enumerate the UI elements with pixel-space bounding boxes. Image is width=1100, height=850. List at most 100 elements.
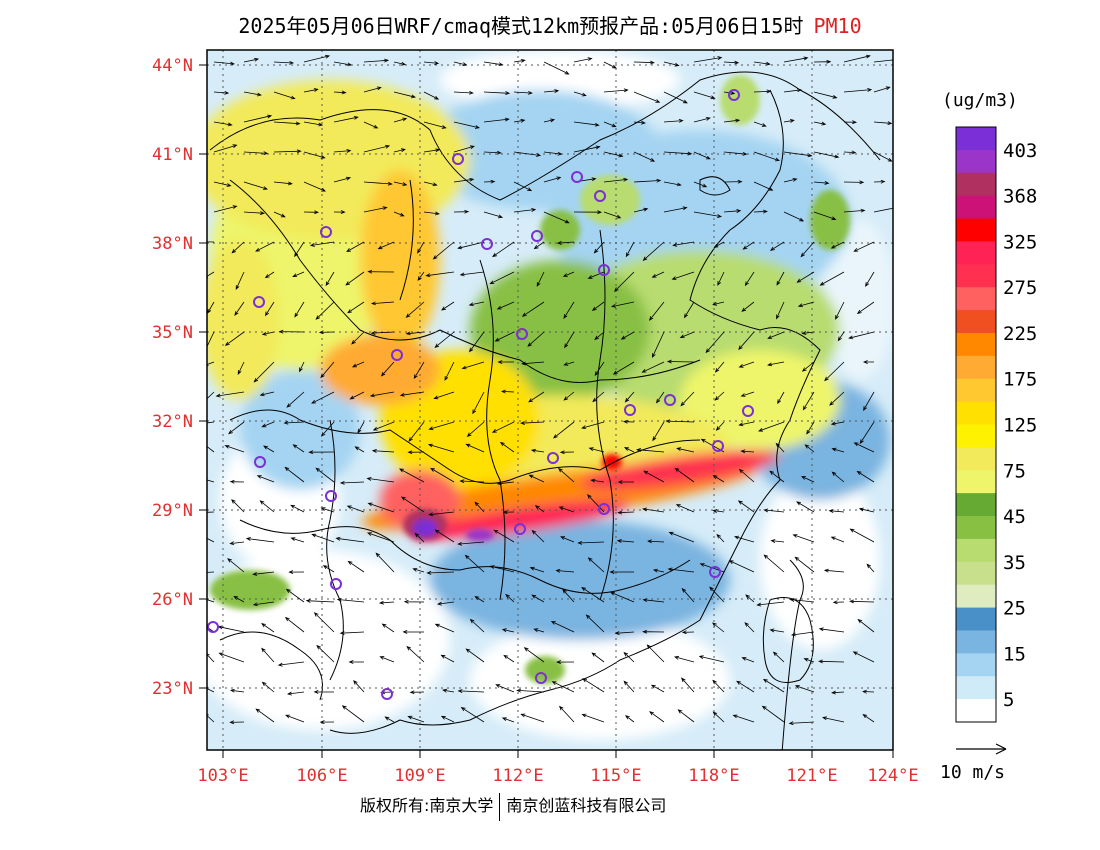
wind-arrow bbox=[594, 361, 605, 377]
wind-arrow bbox=[434, 623, 455, 633]
wind-arrow bbox=[859, 421, 875, 445]
legend-swatch bbox=[956, 355, 996, 380]
wind-arrow bbox=[769, 470, 785, 483]
wind-arrow bbox=[213, 181, 232, 187]
wind-arrow bbox=[469, 331, 485, 353]
wind-arrow bbox=[642, 241, 665, 261]
wind-arrow bbox=[367, 502, 395, 513]
wind-arrow bbox=[806, 421, 815, 435]
legend-swatch bbox=[956, 447, 996, 471]
wind-arrow bbox=[801, 331, 815, 335]
wind-arrow bbox=[363, 144, 391, 153]
wind-arrow bbox=[573, 57, 593, 63]
lat-label: 23°N bbox=[152, 679, 193, 699]
wind-arrow bbox=[824, 361, 845, 382]
wind-arrow bbox=[723, 151, 748, 156]
wind-arrow bbox=[423, 91, 440, 100]
wind-arrow bbox=[693, 181, 708, 188]
wind-arrow bbox=[603, 121, 617, 128]
station-marker bbox=[516, 328, 528, 340]
wind-arrow bbox=[503, 654, 515, 663]
legend-swatch bbox=[956, 561, 996, 586]
wind-arrow bbox=[400, 496, 425, 513]
wind-arrow bbox=[433, 391, 455, 400]
wind-arrow bbox=[783, 119, 795, 123]
wind-arrow bbox=[402, 630, 425, 634]
wind-arrow bbox=[303, 151, 326, 159]
wind-arrow bbox=[614, 271, 635, 292]
wind-arrow bbox=[243, 91, 262, 97]
wind-arrow bbox=[581, 587, 605, 603]
wind-arrow bbox=[273, 60, 295, 65]
wind-arrow bbox=[319, 720, 335, 724]
wind-arrow bbox=[523, 647, 545, 663]
wind-arrow bbox=[753, 61, 771, 66]
wind-arrow bbox=[693, 117, 711, 123]
wind-arrow bbox=[346, 505, 365, 513]
legend-swatch bbox=[956, 264, 996, 288]
wind-arrow bbox=[666, 359, 695, 364]
wind-arrow bbox=[693, 211, 723, 218]
wind-arrow bbox=[349, 391, 365, 400]
wind-arrow bbox=[563, 391, 575, 401]
wind-arrow bbox=[633, 120, 646, 125]
wind-arrow bbox=[372, 421, 395, 431]
wind-arrow bbox=[466, 421, 485, 437]
wind-arrow bbox=[863, 391, 875, 411]
wind-arrow bbox=[712, 301, 725, 306]
wind-arrow bbox=[430, 467, 455, 483]
wind-arrow bbox=[492, 241, 515, 258]
wind-arrow bbox=[873, 179, 886, 184]
wind-arrow bbox=[441, 301, 455, 311]
wind-arrow bbox=[412, 568, 425, 573]
wind-arrow bbox=[213, 144, 238, 153]
wind-arrow bbox=[813, 211, 837, 221]
wind-arrow bbox=[407, 450, 425, 455]
wind-arrow bbox=[465, 648, 485, 663]
wind-arrow bbox=[614, 631, 635, 635]
wind-arrow bbox=[261, 622, 275, 633]
wind-arrow bbox=[794, 556, 815, 573]
station-marker bbox=[571, 171, 583, 183]
wind-arrow bbox=[520, 713, 545, 723]
wind-arrow bbox=[693, 91, 716, 100]
wind-arrow bbox=[556, 660, 575, 664]
wind-arrow bbox=[603, 177, 629, 183]
lon-label: 103°E bbox=[197, 766, 248, 786]
wind-arrow bbox=[620, 331, 635, 340]
wind-arrow bbox=[207, 241, 215, 243]
wind-arrow bbox=[417, 241, 425, 254]
legend-swatch bbox=[956, 241, 996, 265]
wind-arrow bbox=[345, 271, 365, 286]
wind-arrow bbox=[591, 301, 605, 312]
wind-arrow bbox=[723, 209, 742, 213]
wind-arrow bbox=[341, 705, 365, 723]
wind-arrow bbox=[528, 474, 545, 483]
wind-arrow bbox=[286, 391, 305, 408]
wind-arrow bbox=[651, 331, 665, 359]
wind-arrow bbox=[377, 241, 395, 250]
wind-arrow bbox=[465, 443, 485, 453]
wind-arrow bbox=[862, 689, 875, 694]
wind-arrow bbox=[767, 331, 785, 339]
wind-arrow bbox=[253, 361, 275, 383]
wind-arrow bbox=[831, 447, 845, 453]
wind-arrow bbox=[663, 151, 693, 156]
wind-arrow bbox=[794, 685, 815, 693]
wind-arrow bbox=[513, 151, 542, 157]
wind-arrow bbox=[273, 211, 286, 218]
wind-arrow bbox=[564, 331, 575, 349]
wind-arrow bbox=[348, 660, 364, 664]
station-marker bbox=[330, 578, 342, 590]
legend-frame bbox=[955, 126, 997, 723]
wind-arrow bbox=[363, 58, 390, 63]
wind-arrow bbox=[693, 151, 711, 160]
wind-arrow bbox=[663, 118, 684, 123]
wind-arrow bbox=[663, 61, 680, 67]
wind-arrow bbox=[680, 391, 695, 407]
wind-arrow bbox=[261, 647, 275, 663]
wind-arrow bbox=[284, 466, 305, 483]
wind-arrow bbox=[491, 421, 515, 433]
wind-arrow bbox=[284, 616, 305, 633]
wind-arrow bbox=[831, 690, 845, 695]
